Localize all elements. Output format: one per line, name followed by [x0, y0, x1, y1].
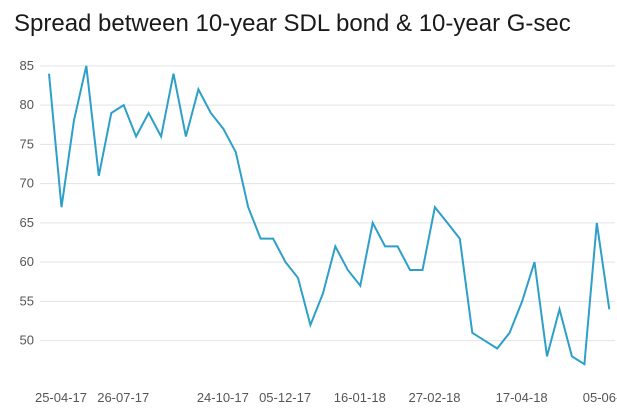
- series-line: [48, 65, 611, 366]
- y-tick-label: 65: [20, 215, 34, 230]
- x-tick-label: 05-06-18: [583, 390, 617, 405]
- x-tick-label: 24-10-17: [197, 390, 249, 405]
- x-tick-label: 05-12-17: [259, 390, 311, 405]
- x-tick-label: 27-02-18: [408, 390, 460, 405]
- y-tick-label: 85: [20, 58, 34, 73]
- y-tick-label: 80: [20, 97, 34, 112]
- x-tick-label: 26-07-17: [97, 390, 149, 405]
- x-tick-label: 25-04-17: [35, 390, 87, 405]
- y-tick-label: 60: [20, 254, 34, 269]
- y-tick-label: 50: [20, 333, 34, 348]
- x-tick-label: 17-04-18: [496, 390, 548, 405]
- x-tick-label: 16-01-18: [334, 390, 386, 405]
- y-tick-label: 55: [20, 293, 34, 308]
- y-tick-label: 75: [20, 136, 34, 151]
- y-tick-label: 70: [20, 176, 34, 191]
- chart-title: Spread between 10-year SDL bond & 10-yea…: [14, 10, 571, 37]
